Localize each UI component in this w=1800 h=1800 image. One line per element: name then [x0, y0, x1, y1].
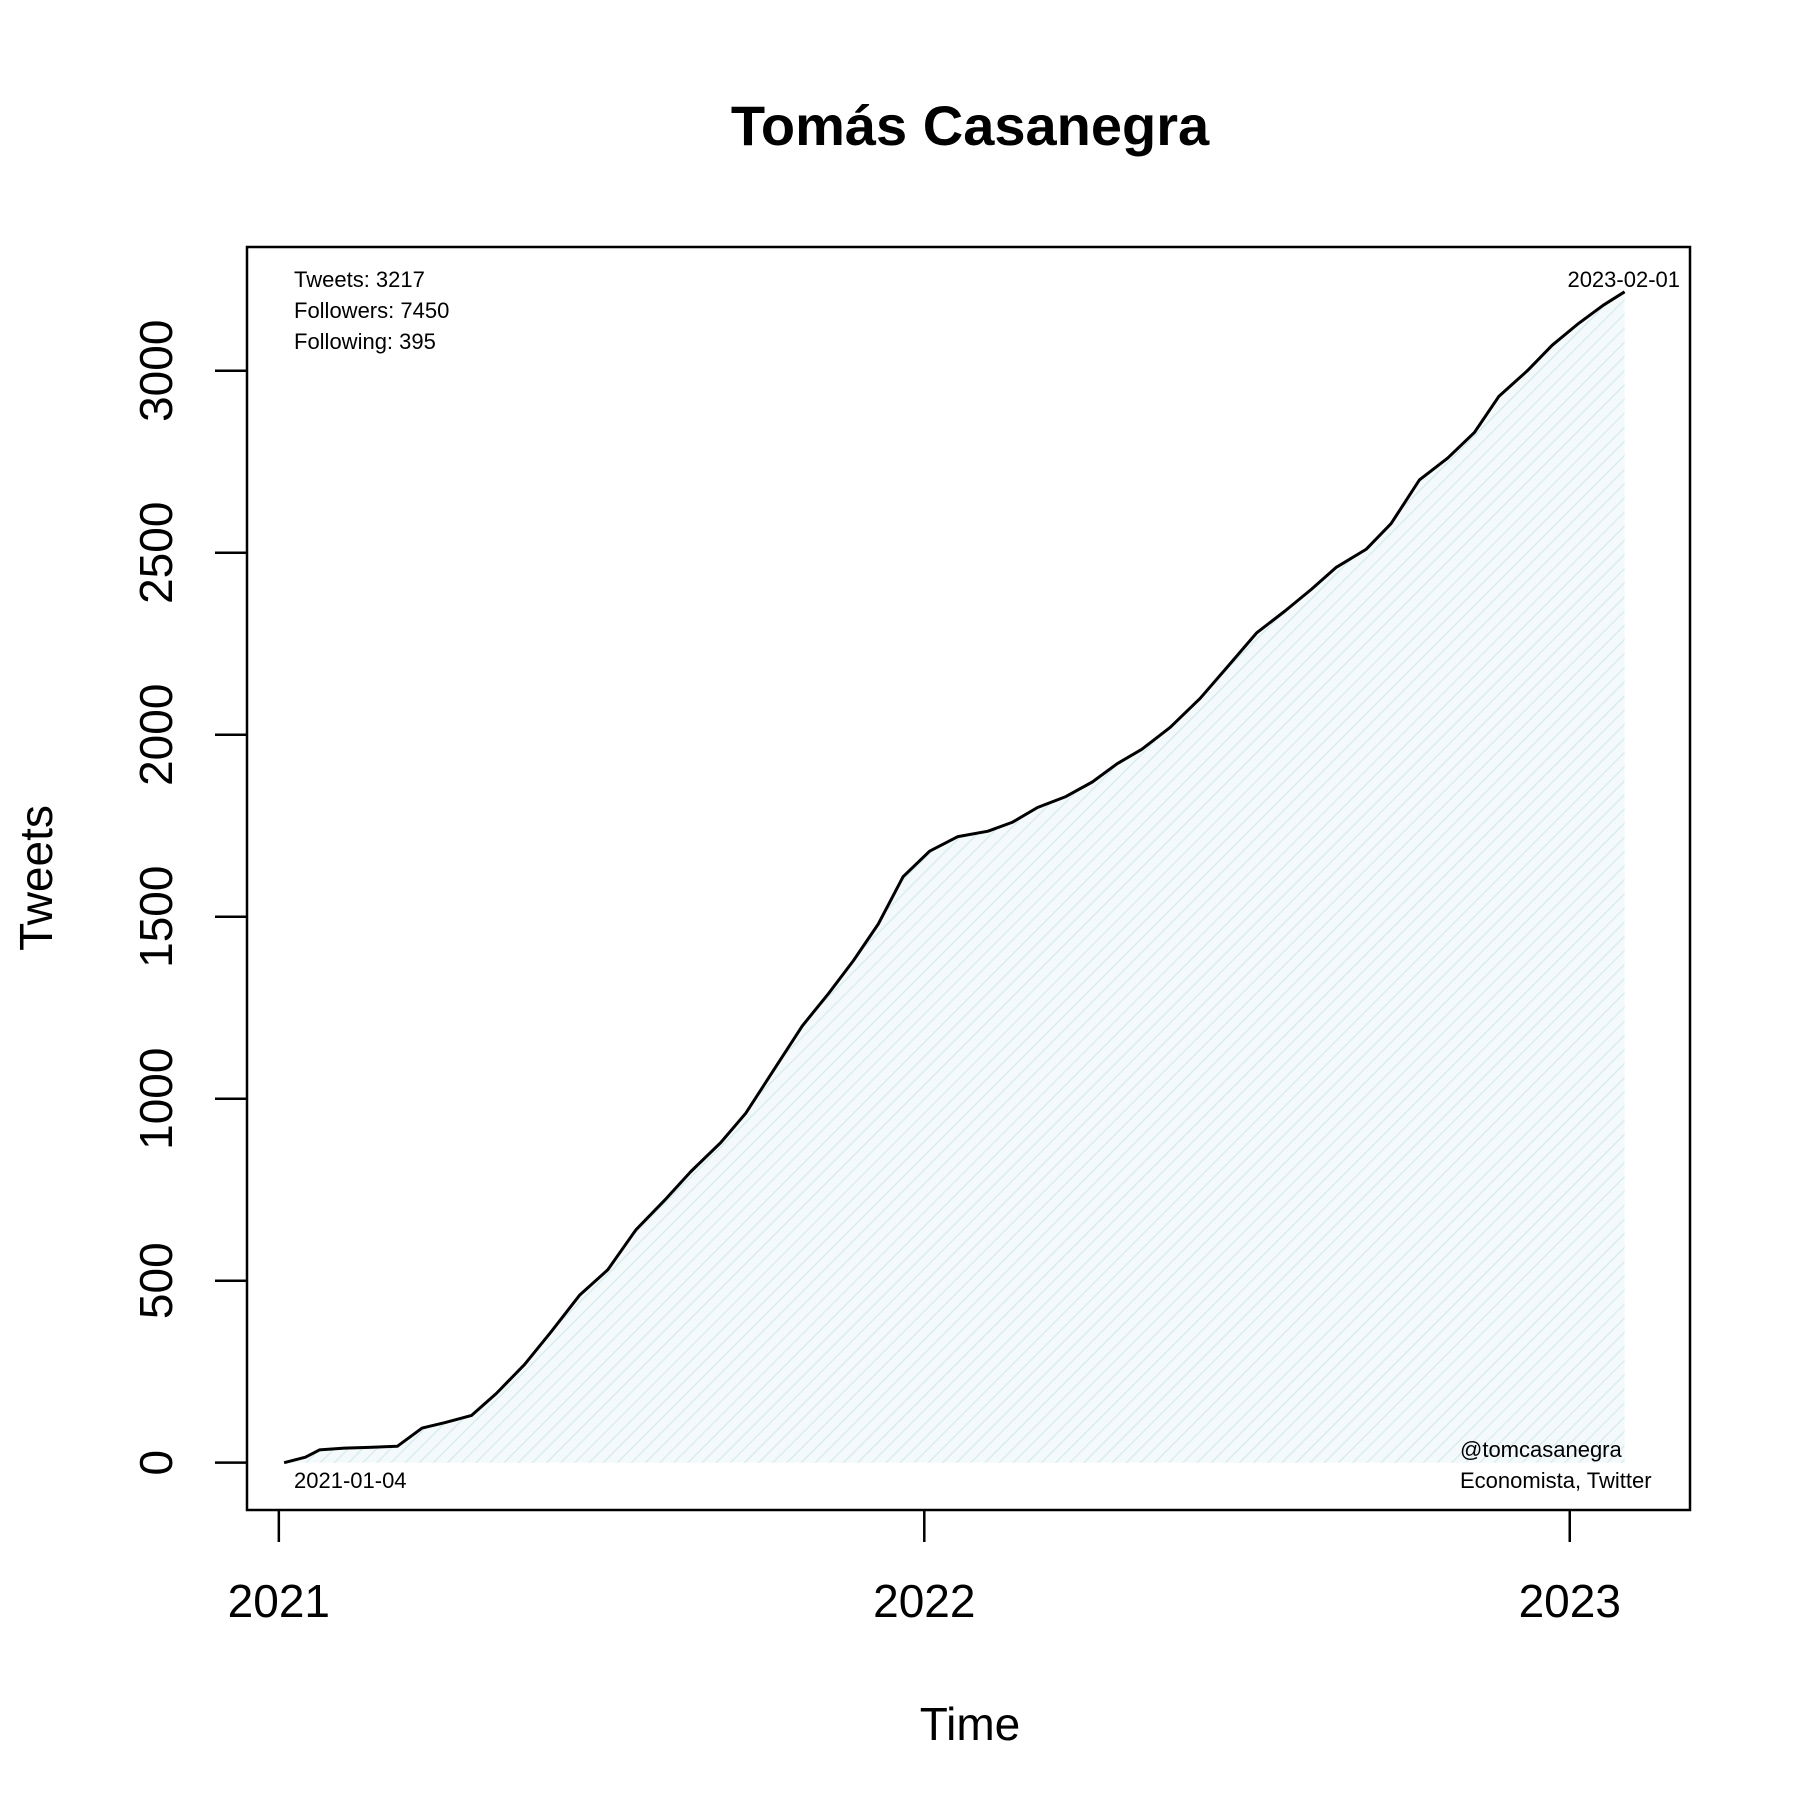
- credit-handle: @tomcasanegra: [1460, 1437, 1623, 1462]
- x-tick-label: 2022: [873, 1575, 975, 1627]
- y-tick-label: 0: [130, 1450, 182, 1476]
- y-tick-label: 1000: [130, 1048, 182, 1150]
- x-axis-title: Time: [920, 1698, 1021, 1750]
- x-tick-label: 2023: [1519, 1575, 1621, 1627]
- y-axis-title: Tweets: [10, 805, 62, 951]
- y-axis: 0 500 1000 1500 2000 2500 3000: [130, 320, 247, 1476]
- plot-frame: [245, 245, 1692, 1512]
- series-line: [283, 290, 1626, 1465]
- x-tick-label: 2021: [228, 1575, 330, 1627]
- y-tick-label: 2000: [130, 684, 182, 786]
- y-tick-label: 500: [130, 1242, 182, 1319]
- stat-tweets: Tweets: 3217: [294, 267, 425, 292]
- y-tick-label: 3000: [130, 320, 182, 422]
- area-fill: [284, 291, 1625, 1463]
- stat-following: Following: 395: [294, 329, 436, 354]
- stat-followers: Followers: 7450: [294, 298, 449, 323]
- end-date-label: 2023-02-01: [1567, 267, 1680, 292]
- x-axis: 2021 2022 2023: [228, 1510, 1621, 1627]
- y-tick-label: 1500: [130, 866, 182, 968]
- credit-source: Economista, Twitter: [1460, 1468, 1652, 1493]
- y-tick-label: 2500: [130, 502, 182, 604]
- start-date-label: 2021-01-04: [294, 1468, 407, 1493]
- chart-title: Tomás Casanegra: [731, 94, 1210, 157]
